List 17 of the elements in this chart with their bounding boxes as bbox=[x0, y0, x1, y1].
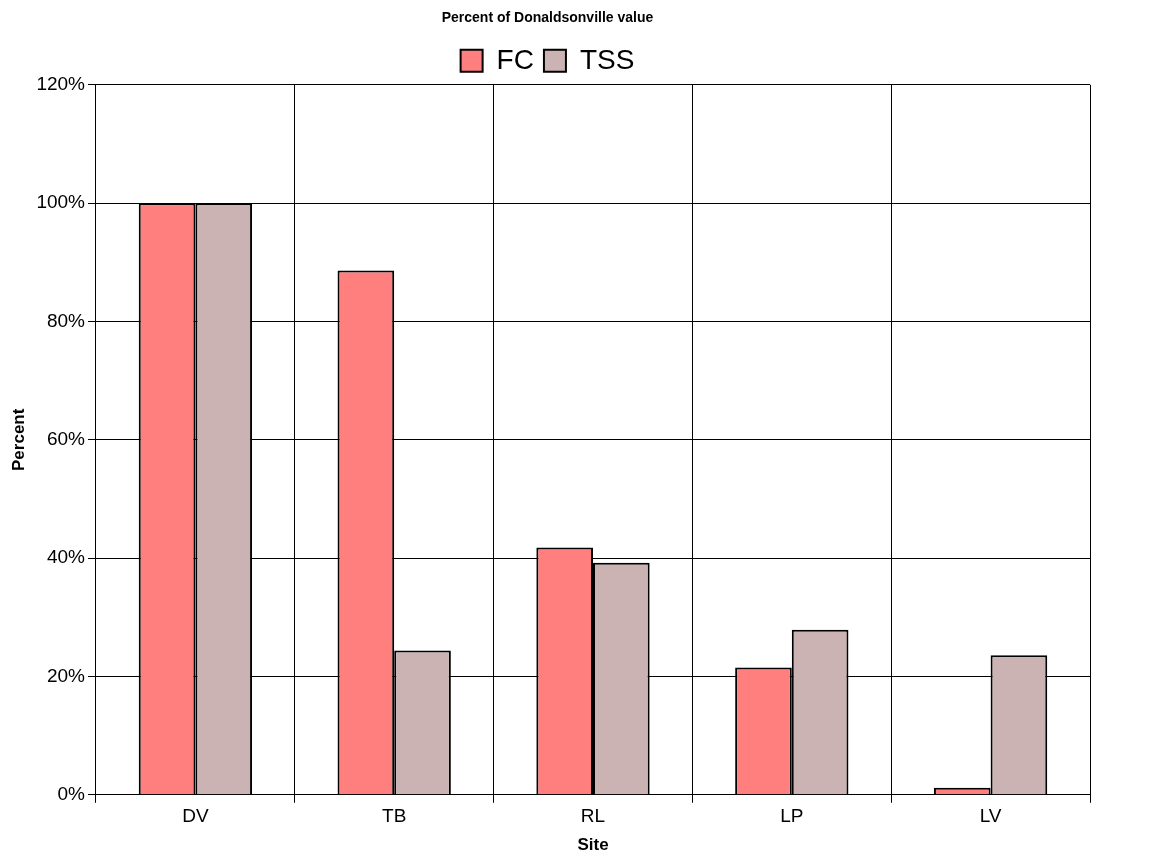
x-tick-label: LV bbox=[979, 805, 1002, 827]
legend-label: FC bbox=[496, 43, 534, 75]
legend-label: TSS bbox=[579, 43, 635, 75]
x-tick-label: TB bbox=[382, 805, 407, 827]
y-tick-label: 0% bbox=[57, 783, 86, 805]
y-tick-label: 60% bbox=[46, 428, 86, 450]
y-tick-label: 100% bbox=[36, 191, 86, 213]
x-tick-label: LP bbox=[780, 805, 804, 827]
y-tick-label: 20% bbox=[46, 664, 86, 686]
x-tick-label: RL bbox=[580, 805, 606, 827]
y-tick-label: 40% bbox=[46, 546, 86, 568]
x-axis-title: Site bbox=[577, 835, 609, 855]
y-axis-title: Percent bbox=[8, 408, 28, 471]
chart-title: Percent of Donaldsonville value bbox=[441, 9, 654, 26]
x-tick-label: DV bbox=[182, 805, 209, 827]
y-tick-label: 80% bbox=[46, 309, 86, 331]
y-tick-label: 120% bbox=[36, 73, 86, 95]
